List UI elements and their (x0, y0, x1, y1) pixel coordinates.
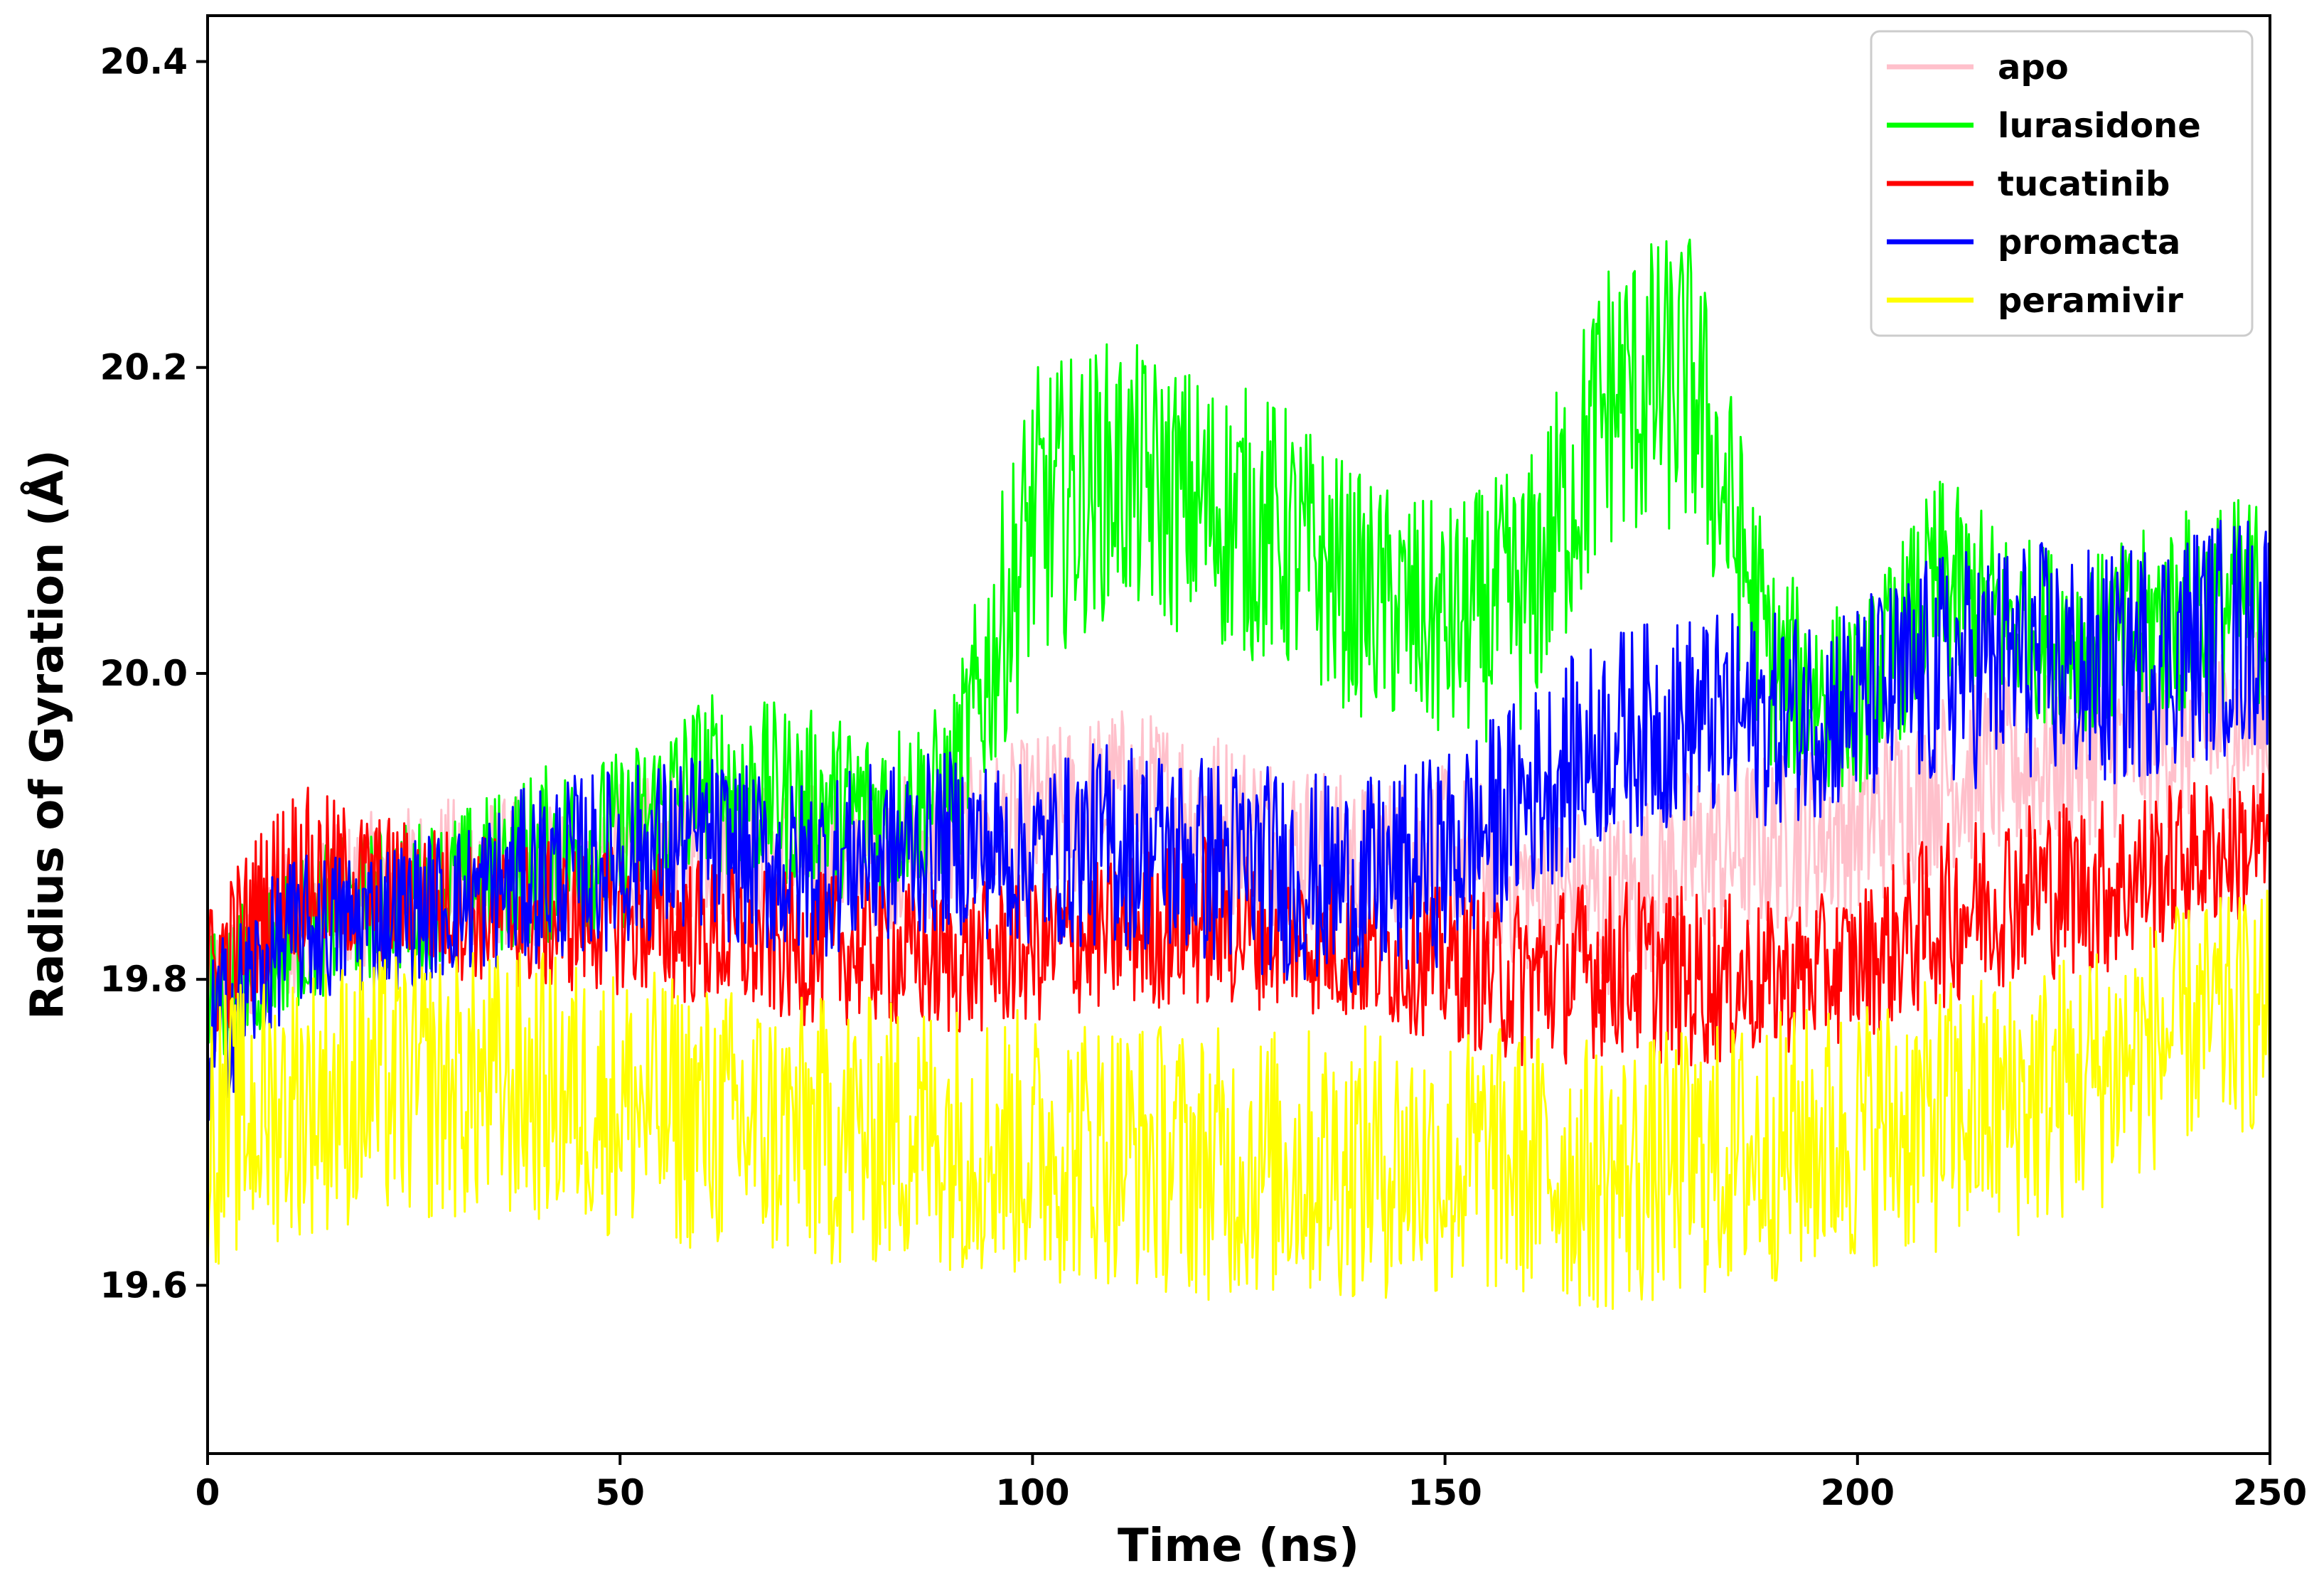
legend-label-promacta: promacta (1998, 223, 2180, 262)
y-tick-label: 20.4 (100, 41, 188, 82)
y-tick-label: 20.2 (100, 347, 188, 388)
legend: apo lurasidone tucatinib promacta peramivir (1870, 30, 2254, 337)
legend-label-tucatinib: tucatinib (1998, 164, 2170, 204)
plot-frame (206, 14, 2271, 1455)
legend-label-peramivir: peramivir (1998, 281, 2183, 321)
y-axis-title: Radius of Gyration (Å) (20, 449, 74, 1020)
x-tick-label: 100 (995, 1472, 1069, 1513)
y-tick-label: 19.8 (100, 959, 188, 1000)
legend-label-apo: apo (1998, 48, 2069, 87)
x-tick-label: 50 (595, 1472, 645, 1513)
y-tick-label: 20.0 (100, 653, 188, 694)
x-tick-label: 200 (1821, 1472, 1895, 1513)
x-axis-title: Time (ns) (1118, 1520, 1359, 1572)
series-layer (208, 238, 2270, 1310)
x-tick-label: 250 (2233, 1472, 2307, 1513)
y-tick-label: 19.6 (100, 1264, 188, 1306)
legend-box (1870, 30, 2254, 337)
series-line-peramivir (208, 890, 2270, 1310)
series-line-lurasidone (208, 238, 2270, 1060)
axis-layer: 0 50 100 150 200 250 19.6 19.8 20.0 20.2 20.4 (100, 41, 2308, 1513)
series-line-promacta (208, 520, 2270, 1121)
x-tick-label: 0 (196, 1472, 220, 1513)
legend-label-lurasidone: lurasidone (1998, 106, 2201, 146)
x-tick-label: 150 (1408, 1472, 1482, 1513)
